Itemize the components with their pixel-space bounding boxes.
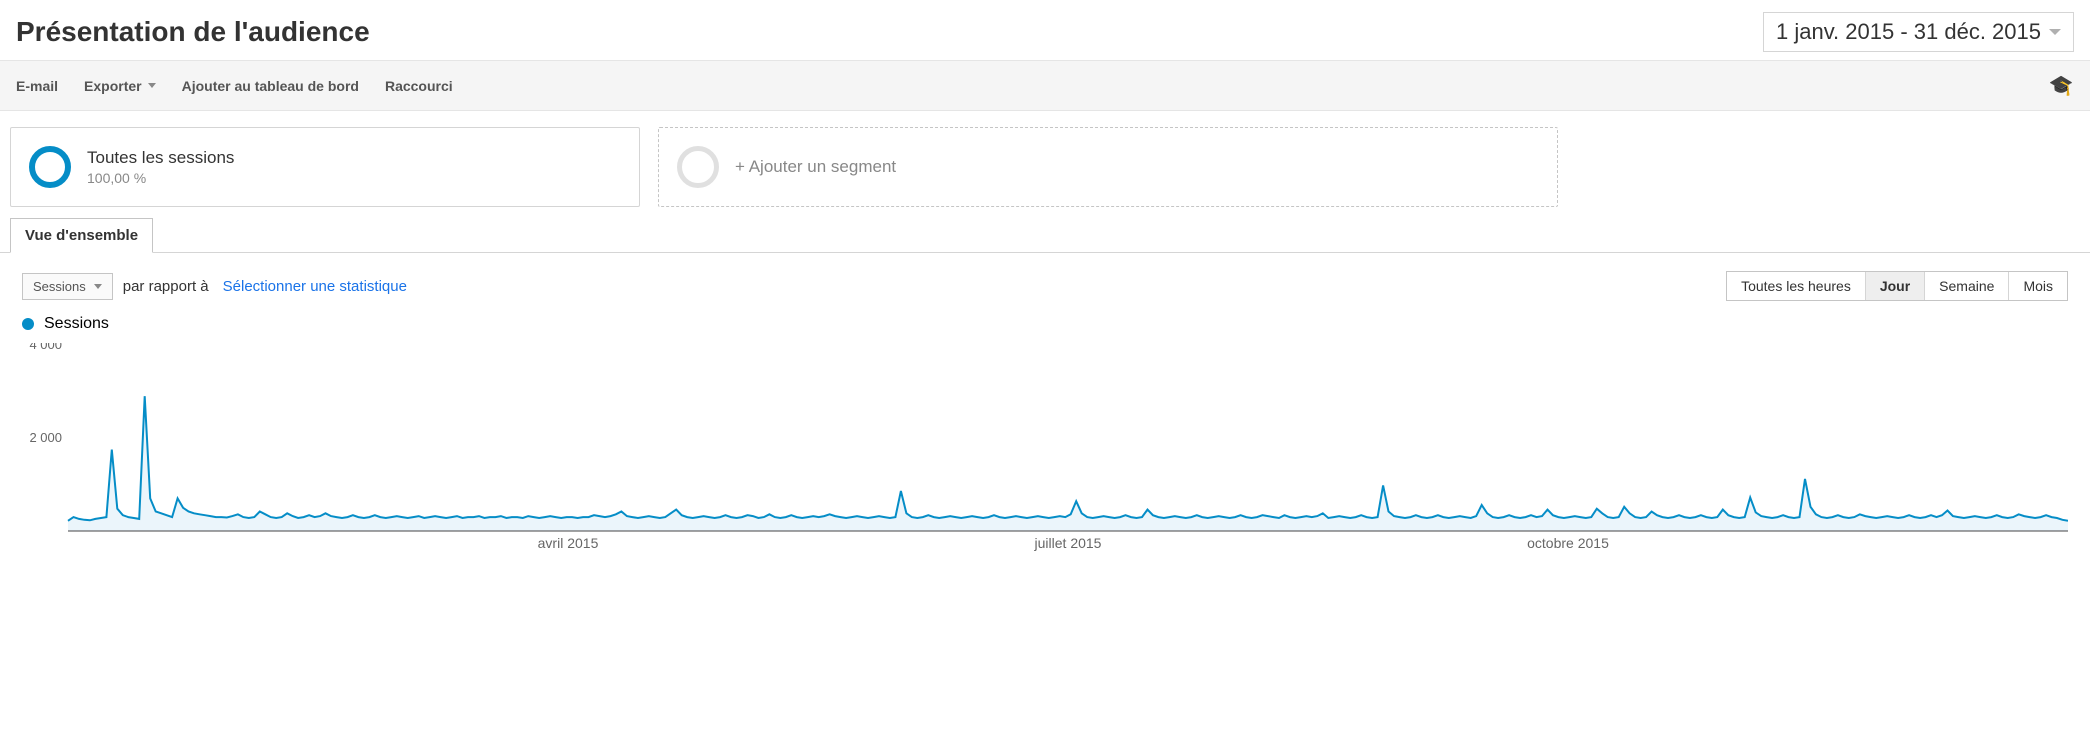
export-button[interactable]: Exporter — [84, 78, 156, 94]
email-label: E-mail — [16, 78, 58, 94]
caret-down-icon — [94, 284, 102, 289]
add-to-dashboard-button[interactable]: Ajouter au tableau de bord — [182, 78, 359, 94]
legend-series1-label: Sessions — [44, 315, 109, 333]
add-dashboard-label: Ajouter au tableau de bord — [182, 78, 359, 94]
xaxis-tick-label: avril 2015 — [538, 535, 599, 551]
segment-all-sessions[interactable]: Toutes les sessions 100,00 % — [10, 127, 640, 207]
export-label: Exporter — [84, 78, 142, 94]
svg-text:4 000: 4 000 — [29, 343, 62, 352]
xaxis-tick-label: octobre 2015 — [1527, 535, 1609, 551]
legend-series1-dot-icon — [22, 318, 34, 330]
svg-text:2 000: 2 000 — [29, 430, 62, 445]
add-segment-label: + Ajouter un segment — [735, 157, 896, 177]
granularity-week-button[interactable]: Semaine — [1924, 272, 2008, 300]
caret-down-icon — [2049, 29, 2061, 35]
sessions-line-chart-svg: 2 000 4 000 — [22, 343, 2068, 533]
metric-dropdown-label: Sessions — [33, 279, 86, 294]
action-toolbar: E-mail Exporter Ajouter au tableau de bo… — [0, 60, 2090, 111]
education-icon[interactable]: 🎓 — [2049, 73, 2074, 98]
date-range-label: 1 janv. 2015 - 31 déc. 2015 — [1776, 19, 2041, 45]
vs-label: par rapport à — [123, 278, 209, 295]
select-statistic-link[interactable]: Sélectionner une statistique — [223, 278, 407, 295]
tab-overview[interactable]: Vue d'ensemble — [10, 218, 153, 253]
page-title: Présentation de l'audience — [16, 16, 370, 48]
segment-title: Toutes les sessions — [87, 148, 234, 168]
granularity-month-button[interactable]: Mois — [2008, 272, 2067, 300]
xaxis-tick-label: juillet 2015 — [1035, 535, 1102, 551]
sessions-chart: 2 000 4 000 avril 2015 juillet 2015 octobre… — [0, 337, 2090, 557]
segment-value: 100,00 % — [87, 170, 234, 186]
segment-ring-icon — [29, 146, 71, 188]
segment-ring-empty-icon — [677, 146, 719, 188]
shortcut-button[interactable]: Raccourci — [385, 78, 453, 94]
caret-down-icon — [148, 83, 156, 88]
granularity-day-button[interactable]: Jour — [1865, 272, 1924, 300]
granularity-group: Toutes les heures Jour Semaine Mois — [1726, 271, 2068, 301]
date-range-picker[interactable]: 1 janv. 2015 - 31 déc. 2015 — [1763, 12, 2074, 52]
granularity-hourly-button[interactable]: Toutes les heures — [1727, 272, 1865, 300]
add-segment-button[interactable]: + Ajouter un segment — [658, 127, 1558, 207]
shortcut-label: Raccourci — [385, 78, 453, 94]
email-button[interactable]: E-mail — [16, 78, 58, 94]
metric-dropdown[interactable]: Sessions — [22, 273, 113, 300]
